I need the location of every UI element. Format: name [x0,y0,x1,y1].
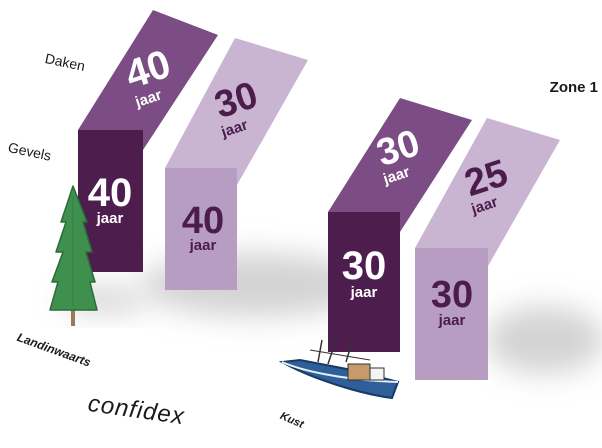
facade-coast-dark [328,212,400,352]
shadow-coast [485,306,602,374]
block-coast-light: 25 jaar 30 jaar [415,118,560,380]
block-coast-dark: 30 jaar 30 jaar [328,98,472,352]
roof-coast-dark [328,98,472,232]
facade-coast-light [415,248,488,380]
facade-unit-coast-dark: jaar [350,284,378,301]
facade-unit-inland-dark: jaar [96,210,124,227]
block-inland-dark: 40 jaar 40 jaar [78,10,218,272]
facade-years-coast-light: 30 [431,274,473,316]
tree-icon [49,185,98,326]
confidex-logo-icon [59,394,77,405]
block-inland-light: 30 jaar 40 jaar [165,38,308,290]
facade-years-inland-light: 40 [182,200,224,242]
facade-years-inland-dark: 40 [88,171,133,215]
facade-unit-coast-light: jaar [438,312,466,329]
roof-inland-light [165,38,308,185]
facade-inland-light [165,168,237,290]
fishing-boat-icon [278,339,400,400]
roof-inland-dark [78,10,218,150]
facade-unit-inland-light: jaar [189,237,217,254]
roof-coast-light [415,118,560,266]
zone-label: Zone 1 [549,79,598,96]
facade-years-coast-dark: 30 [342,244,387,288]
